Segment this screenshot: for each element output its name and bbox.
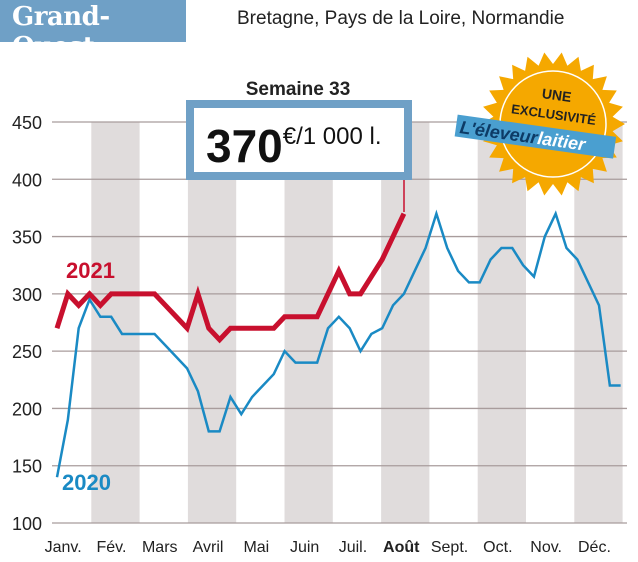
- region-title-box: Grand-Ouest: [0, 0, 186, 62]
- month-stripe: [381, 122, 430, 523]
- sunburst-shape: [481, 52, 625, 196]
- x-tick-label: Juin: [290, 539, 319, 556]
- region-title: Grand-Ouest: [12, 2, 110, 62]
- x-tick-label: Janv.: [45, 539, 82, 556]
- month-stripe: [477, 122, 526, 523]
- y-tick-label: 200: [12, 399, 42, 419]
- x-tick-label: Déc.: [578, 539, 611, 556]
- x-tick-label: Juil.: [339, 539, 367, 556]
- badge-line1: UNE: [541, 85, 573, 105]
- callout-week: Semaine 33: [246, 79, 351, 100]
- y-tick-label: 250: [12, 342, 42, 362]
- x-tick-label: Sept.: [431, 539, 468, 556]
- callout-box: [186, 100, 412, 180]
- y-tick-label: 150: [12, 457, 42, 477]
- series-label-2020: 2020: [62, 470, 111, 495]
- x-tick-label: Fév.: [96, 539, 126, 556]
- month-stripe: [284, 122, 333, 523]
- x-tick-label: Août: [383, 539, 420, 556]
- y-tick-label: 100: [12, 514, 42, 534]
- y-tick-label: 300: [12, 285, 42, 305]
- series-line-2021: [54, 212, 407, 344]
- region-subtitle: Bretagne, Pays de la Loire, Normandie: [237, 8, 565, 29]
- x-tick-label: Nov.: [530, 539, 562, 556]
- month-stripe: [574, 122, 623, 523]
- x-tick-label: Oct.: [483, 539, 512, 556]
- y-tick-label: 350: [12, 228, 42, 248]
- month-stripe: [187, 122, 237, 523]
- exclusivity-badge: UNE EXCLUSIVITÉ L'éleveurlaitier: [454, 52, 625, 196]
- x-tick-label: Mars: [142, 539, 178, 556]
- y-tick-label: 400: [12, 170, 42, 190]
- x-tick-label: Avril: [193, 539, 224, 556]
- x-tick-label: Mai: [243, 539, 269, 556]
- series-label-2021: 2021: [66, 258, 115, 283]
- y-tick-label: 450: [12, 113, 42, 133]
- callout-value: 370€/1 000 l.: [206, 120, 382, 172]
- series-line-2020: [55, 209, 621, 478]
